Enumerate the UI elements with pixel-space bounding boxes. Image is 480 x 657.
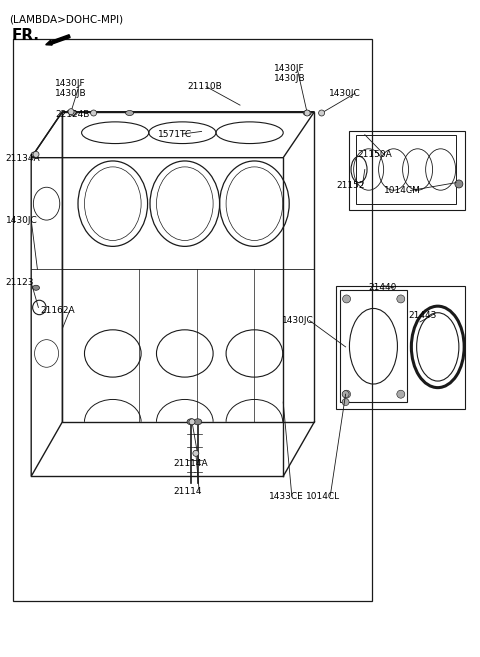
Ellipse shape — [397, 390, 405, 398]
FancyArrow shape — [46, 35, 70, 45]
Ellipse shape — [187, 419, 195, 425]
Text: 21123: 21123 — [6, 278, 34, 287]
Ellipse shape — [126, 110, 133, 116]
Ellipse shape — [69, 110, 77, 116]
Text: (LAMBDA>DOHC-MPI): (LAMBDA>DOHC-MPI) — [10, 14, 124, 24]
Bar — [336, 286, 465, 409]
Text: 1433CE: 1433CE — [269, 491, 303, 501]
Text: 1430JF
1430JB: 1430JF 1430JB — [55, 79, 87, 99]
Text: 1430JC: 1430JC — [329, 89, 360, 98]
Ellipse shape — [33, 151, 39, 158]
Bar — [13, 39, 372, 601]
Ellipse shape — [68, 108, 74, 115]
Ellipse shape — [343, 390, 350, 398]
Text: 1014CM: 1014CM — [384, 186, 421, 195]
Ellipse shape — [33, 285, 39, 290]
Text: 1430JC: 1430JC — [6, 215, 37, 225]
Text: 21134A: 21134A — [6, 154, 40, 164]
Text: 21150A: 21150A — [358, 150, 392, 159]
Ellipse shape — [342, 391, 349, 397]
Text: FR.: FR. — [12, 28, 40, 43]
Ellipse shape — [397, 295, 405, 303]
Text: 21162A: 21162A — [41, 306, 75, 315]
Ellipse shape — [319, 110, 324, 116]
Text: 21114: 21114 — [174, 487, 202, 496]
Ellipse shape — [303, 110, 311, 116]
Ellipse shape — [343, 295, 350, 303]
Text: 21110B: 21110B — [187, 82, 222, 91]
Text: 22124B: 22124B — [55, 110, 90, 120]
Ellipse shape — [342, 399, 349, 405]
Text: 1014CL: 1014CL — [306, 491, 340, 501]
Text: 21114A: 21114A — [174, 459, 208, 468]
Ellipse shape — [91, 110, 96, 116]
Text: 1430JF
1430JB: 1430JF 1430JB — [274, 64, 305, 83]
Text: 1571TC: 1571TC — [158, 129, 192, 139]
Text: 21443: 21443 — [408, 311, 436, 320]
Ellipse shape — [189, 419, 195, 425]
Bar — [349, 131, 465, 210]
Ellipse shape — [31, 152, 38, 157]
Ellipse shape — [194, 419, 202, 425]
Ellipse shape — [304, 110, 310, 116]
Text: 21152: 21152 — [336, 181, 364, 190]
Ellipse shape — [193, 450, 199, 457]
Text: 1430JC: 1430JC — [282, 316, 314, 325]
Ellipse shape — [455, 180, 463, 188]
Text: 21440: 21440 — [369, 283, 397, 292]
